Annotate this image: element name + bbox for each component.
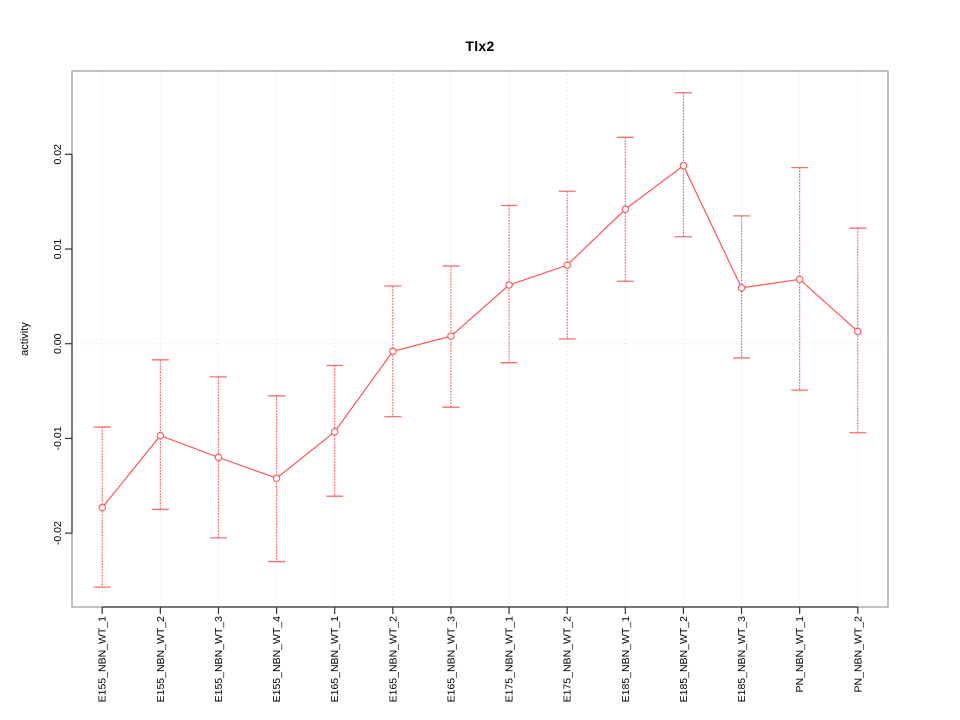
x-tick-label: PN_NBN_WT_2 — [852, 616, 864, 693]
x-tick-label: E175_NBN_WT_1 — [504, 616, 516, 703]
y-tick-label: -0.02 — [52, 521, 64, 545]
data-point-marker — [447, 332, 455, 340]
x-tick-label: E185_NBN_WT_2 — [678, 616, 690, 703]
x-tick-label: E155_NBN_WT_2 — [155, 616, 167, 703]
y-tick-label: 0.01 — [52, 239, 64, 260]
x-tick-label: E185_NBN_WT_1 — [620, 616, 632, 703]
chart-title: Tlx2 — [465, 38, 495, 54]
data-point-marker — [737, 284, 746, 292]
data-point-marker — [621, 205, 630, 214]
data-point-marker — [389, 347, 397, 356]
x-tick-label: E165_NBN_WT_1 — [329, 616, 341, 703]
x-tick-label: E155_NBN_WT_3 — [213, 616, 225, 703]
data-point-marker — [98, 503, 106, 512]
data-point-marker — [330, 428, 339, 436]
y-tick-label: -0.01 — [52, 426, 64, 450]
y-tick-label: 0.02 — [52, 144, 64, 165]
data-point-marker — [795, 275, 804, 284]
data-point-marker — [272, 474, 281, 482]
x-tick-label: PN_NBN_WT_1 — [794, 616, 806, 693]
x-tick-label: E155_NBN_WT_1 — [97, 616, 109, 703]
x-tick-label: E165_NBN_WT_2 — [387, 616, 399, 703]
x-tick-label: E155_NBN_WT_4 — [271, 616, 283, 703]
data-point-marker — [505, 281, 513, 289]
x-tick-label: E165_NBN_WT_3 — [445, 616, 457, 703]
data-point-marker — [214, 453, 223, 462]
x-tick-label: E185_NBN_WT_3 — [736, 616, 748, 703]
plot-box — [71, 70, 889, 608]
series-line — [101, 164, 859, 508]
data-point-marker — [854, 327, 862, 336]
data-point-marker — [679, 161, 688, 170]
data-point-marker — [156, 431, 165, 440]
x-tick-label: E175_NBN_WT_2 — [562, 616, 574, 703]
data-point-marker — [563, 261, 571, 269]
y-tick-label: 0.00 — [52, 333, 64, 354]
